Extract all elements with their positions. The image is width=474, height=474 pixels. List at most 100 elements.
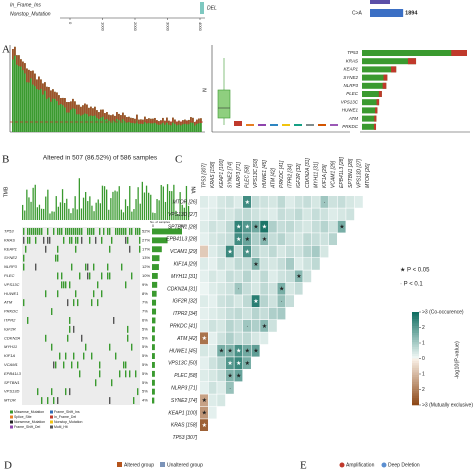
tmb-sample [64, 202, 66, 220]
heat-cell [294, 245, 303, 258]
mutation [53, 361, 55, 369]
samples-label: No. of samples [150, 220, 171, 224]
tmb-bar-top [28, 69, 30, 83]
tmb-bar-top [34, 73, 36, 87]
gene-label: VCAM1 [4, 362, 18, 367]
heat-cell [251, 220, 260, 233]
pct-bar [152, 290, 157, 297]
tmb-sample [183, 207, 185, 220]
mutation [125, 281, 127, 289]
tmb-bar-top [162, 117, 164, 123]
sig-star: ★ [245, 348, 250, 355]
tmb-bar-top [50, 90, 52, 102]
heat-cell [260, 320, 269, 332]
tmb-bar-top [148, 118, 150, 124]
mutation [27, 236, 29, 244]
tmb-bar [132, 118, 134, 132]
heat-cell [200, 406, 208, 419]
tick-label: 4000 [198, 22, 203, 32]
colorbar-step [412, 328, 419, 331]
tmb-bar-top [124, 115, 126, 122]
tmb-bar [62, 97, 64, 132]
mutation [73, 299, 75, 307]
mutation [135, 228, 137, 235]
tmb-sample [169, 190, 171, 220]
sig-legend: · P < 0.1 [400, 282, 423, 288]
col-label: SPTBN1 [28] [348, 158, 354, 188]
mutation [99, 228, 101, 235]
mutation [101, 290, 103, 298]
heat-cell [337, 208, 346, 221]
mutation [29, 236, 31, 244]
heat-cell [268, 196, 277, 208]
heat-cell [260, 258, 269, 270]
mutation [87, 263, 89, 271]
tmb-bar [34, 73, 36, 132]
tmb-bar-top [42, 83, 44, 95]
colorbar-step [412, 372, 419, 376]
mutation [37, 228, 39, 235]
tmb-bar-top [46, 86, 48, 99]
heat-cell [243, 282, 251, 295]
colorbar-label: >3 (Co-occurence) [422, 309, 464, 315]
tmb-sample [30, 201, 32, 220]
tmb-bar [38, 76, 40, 132]
box-small [282, 124, 290, 126]
pct-label: 4% [142, 398, 148, 403]
tmb-bar [72, 98, 74, 132]
col-label: CDKN2A [31] [305, 158, 311, 188]
mutation [121, 263, 123, 271]
heat-cell [217, 282, 226, 295]
tmb-bar-top [92, 108, 94, 116]
legend-swatch [10, 425, 13, 429]
mutation [35, 236, 37, 244]
tmb-bar-top [164, 120, 166, 125]
heat-cell [217, 320, 226, 332]
heat-cell [200, 295, 208, 307]
heat-cell [200, 344, 208, 357]
tmb-bar-top [38, 76, 40, 90]
tmb-bar-top [178, 120, 180, 125]
heat-cell [234, 295, 243, 307]
heat-cell [260, 332, 269, 345]
colorbar-step [412, 363, 419, 366]
tmb-bar [186, 120, 188, 132]
legend-label: Altered group [124, 462, 154, 468]
mutation [127, 334, 129, 342]
heat-cell [225, 295, 234, 307]
heat-cell [225, 344, 234, 357]
mutation [87, 272, 89, 280]
mutation [109, 343, 111, 351]
sig-star: ★ [262, 224, 267, 231]
row-label: PLEC [58] [174, 373, 197, 379]
tmb-bar-top [70, 101, 72, 110]
heat-cell [234, 320, 243, 332]
pct-label: 5% [142, 389, 148, 394]
tmb-bar [176, 121, 178, 132]
heat-cell [200, 394, 208, 407]
mutation [115, 352, 117, 360]
colorbar-step [412, 349, 419, 352]
heat-cell [268, 270, 277, 283]
tmb-bar-top [68, 102, 70, 113]
heat-cell [311, 196, 320, 208]
heat-cell [268, 258, 277, 270]
tmb-sample [158, 200, 160, 220]
pct-bar [152, 281, 158, 288]
tmb-bar [86, 104, 88, 132]
mutation [53, 397, 55, 404]
mutation [131, 343, 133, 351]
mutation [139, 245, 141, 253]
tmb-sample [129, 186, 131, 220]
heat-cell [277, 233, 286, 245]
mutation [111, 236, 113, 244]
pct-label: 5% [142, 326, 148, 331]
col-label: IGF2R [32] [296, 163, 302, 188]
tmb-bar [28, 69, 30, 132]
mutation [109, 272, 111, 280]
tmb-bar [118, 113, 120, 132]
mutation [81, 334, 83, 342]
tmb-bar [124, 115, 126, 132]
heat-cell [260, 295, 269, 307]
heat-cell [243, 270, 251, 283]
